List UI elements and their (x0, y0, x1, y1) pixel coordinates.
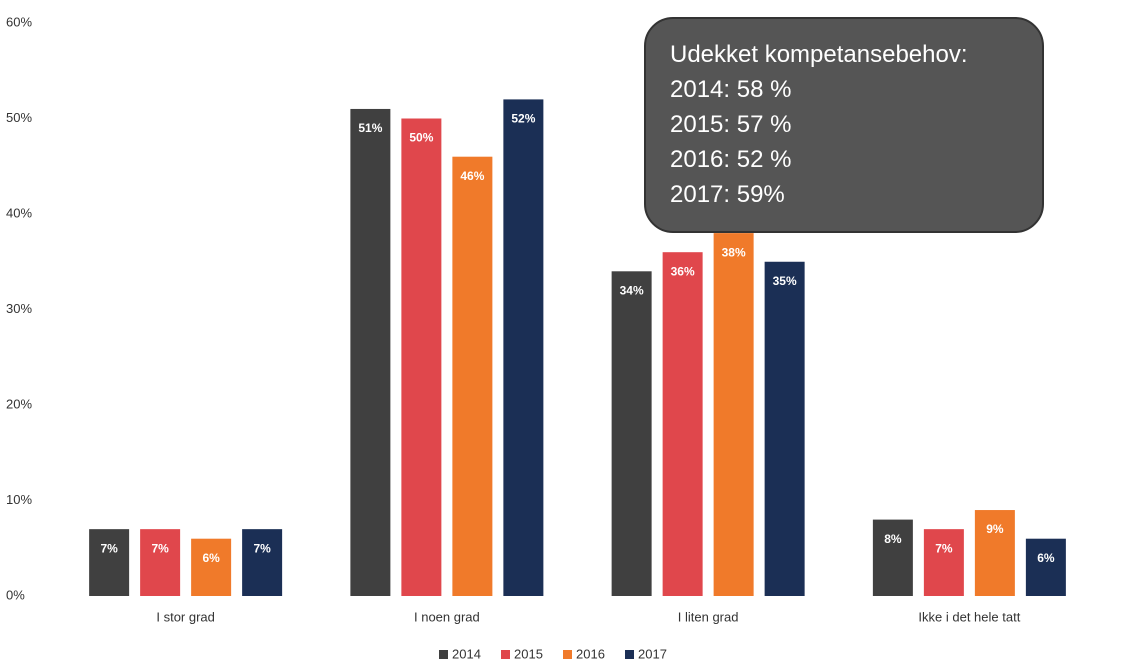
bar (974, 510, 1015, 596)
y-tick-label: 50% (6, 110, 32, 125)
data-label: 7% (151, 541, 169, 555)
legend-swatch (501, 650, 510, 659)
data-label: 50% (409, 131, 433, 145)
y-tick-label: 20% (6, 396, 32, 411)
x-tick-label: I liten grad (678, 609, 739, 624)
bar (923, 529, 964, 596)
x-tick-label: I noen grad (414, 609, 480, 624)
y-tick-label: 0% (6, 587, 25, 602)
bar (140, 529, 181, 596)
legend-swatch (563, 650, 572, 659)
legend-swatch (625, 650, 634, 659)
data-label: 38% (722, 245, 746, 259)
data-label: 7% (935, 541, 953, 555)
bar (764, 261, 805, 596)
x-tick-label: Ikke i det hele tatt (918, 609, 1020, 624)
data-label: 51% (358, 121, 382, 135)
annotation-text: 2014: 58 % (670, 76, 791, 103)
legend-label: 2017 (638, 646, 667, 661)
data-label: 7% (100, 541, 118, 555)
legend-swatch (439, 650, 448, 659)
data-label: 6% (1037, 551, 1055, 565)
data-label: 34% (620, 283, 644, 297)
bar (401, 118, 442, 596)
annotation-text: Udekket kompetansebehov: (670, 41, 968, 68)
y-tick-label: 10% (6, 492, 32, 507)
legend-label: 2014 (452, 646, 481, 661)
data-label: 35% (773, 274, 797, 288)
bar (350, 108, 391, 596)
data-label: 52% (511, 112, 535, 126)
x-tick-label: I stor grad (156, 609, 215, 624)
data-label: 6% (202, 551, 220, 565)
bar (1025, 538, 1066, 596)
legend-label: 2015 (514, 646, 543, 661)
annotation-text: 2015: 57 % (670, 111, 791, 138)
data-label: 46% (460, 169, 484, 183)
bar (89, 529, 130, 596)
bar (611, 271, 652, 596)
bar (872, 519, 913, 596)
y-tick-label: 40% (6, 205, 32, 220)
annotation-text: 2017: 59% (670, 181, 785, 208)
y-tick-label: 30% (6, 301, 32, 316)
annotation-text: 2016: 52 % (670, 146, 791, 173)
bar (191, 538, 232, 596)
annotation-box (644, 17, 1044, 233)
data-label: 9% (986, 522, 1004, 536)
bar (452, 156, 493, 596)
legend-label: 2016 (576, 646, 605, 661)
data-label: 36% (671, 264, 695, 278)
bar (713, 233, 754, 596)
bar (242, 529, 283, 596)
bar (503, 99, 544, 597)
data-label: 8% (884, 532, 902, 546)
data-label: 7% (253, 541, 271, 555)
bar (662, 252, 703, 596)
y-tick-label: 60% (6, 14, 32, 29)
